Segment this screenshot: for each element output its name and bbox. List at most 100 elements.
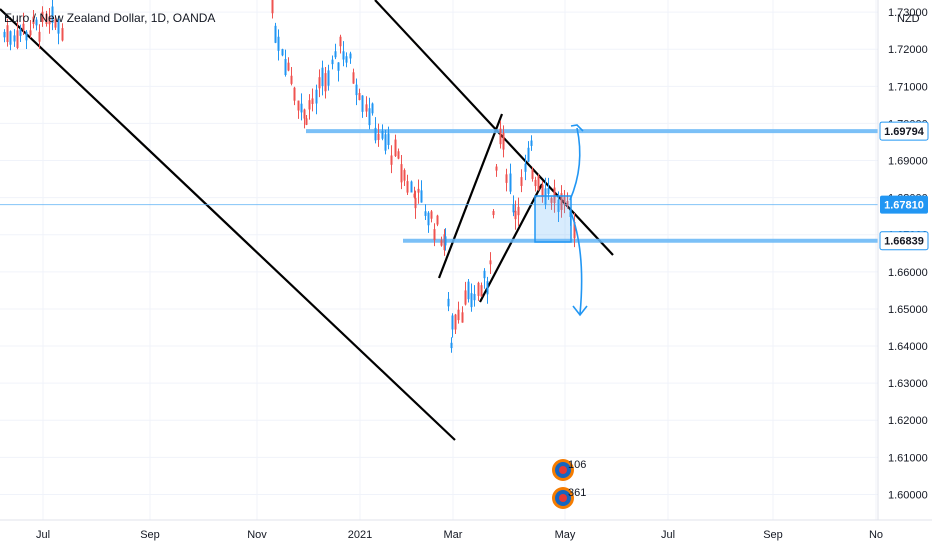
candle-body[interactable] xyxy=(19,29,22,36)
candle-body[interactable] xyxy=(13,35,16,42)
candle-body[interactable] xyxy=(16,30,19,48)
candle-body[interactable] xyxy=(550,198,553,203)
candle-body[interactable] xyxy=(492,211,495,216)
candle-body[interactable] xyxy=(308,100,311,110)
candle-body[interactable] xyxy=(473,293,476,301)
candle-body[interactable] xyxy=(321,67,324,87)
candle-body[interactable] xyxy=(277,36,280,51)
candle-body[interactable] xyxy=(467,281,470,300)
candle-body[interactable] xyxy=(303,109,306,119)
candle-body[interactable] xyxy=(374,127,377,141)
candle-body[interactable] xyxy=(290,75,293,84)
candle-body[interactable] xyxy=(495,166,498,171)
candle-body[interactable] xyxy=(339,36,342,47)
candle-body[interactable] xyxy=(3,31,6,38)
candle-body[interactable] xyxy=(57,18,60,34)
candle-body[interactable] xyxy=(486,281,489,295)
candle-body[interactable] xyxy=(365,104,368,112)
candle-body[interactable] xyxy=(377,133,380,140)
candle-body[interactable] xyxy=(29,30,32,36)
candle-body[interactable] xyxy=(502,132,505,150)
candle-body[interactable] xyxy=(41,11,44,22)
candle-body[interactable] xyxy=(311,98,314,104)
candle-body[interactable] xyxy=(557,199,560,212)
candle-body[interactable] xyxy=(297,100,300,111)
candle-body[interactable] xyxy=(25,31,28,41)
candle-body[interactable] xyxy=(461,312,464,323)
candle-body[interactable] xyxy=(48,16,51,25)
candle-body[interactable] xyxy=(541,184,544,198)
candle-body[interactable] xyxy=(420,190,423,203)
candle-body[interactable] xyxy=(371,103,374,114)
candle-body[interactable] xyxy=(281,49,284,56)
candle-body[interactable] xyxy=(520,177,523,186)
candle-body[interactable] xyxy=(406,181,409,193)
candle-body[interactable] xyxy=(444,236,447,246)
candle-body[interactable] xyxy=(300,103,303,113)
candle-body[interactable] xyxy=(560,193,563,210)
candle-body[interactable] xyxy=(512,204,515,213)
candle-body[interactable] xyxy=(450,342,453,349)
candle-body[interactable] xyxy=(400,164,403,183)
candle-body[interactable] xyxy=(436,215,439,225)
candle-body[interactable] xyxy=(352,72,355,84)
candle-body[interactable] xyxy=(547,188,550,194)
candle-body[interactable] xyxy=(368,108,371,126)
candle-body[interactable] xyxy=(424,211,427,216)
candle-body[interactable] xyxy=(32,16,35,24)
candle-body[interactable] xyxy=(430,211,433,219)
candle-body[interactable] xyxy=(337,62,340,71)
candle-body[interactable] xyxy=(499,128,502,141)
candle-body[interactable] xyxy=(563,197,566,203)
candle-body[interactable] xyxy=(517,206,520,216)
candle-body[interactable] xyxy=(54,19,57,28)
candle-body[interactable] xyxy=(331,59,334,65)
candle-body[interactable] xyxy=(284,58,287,76)
x-axis[interactable]: Jul Sep Nov 2021 Mar May Jul Sep No xyxy=(36,529,883,541)
candle-body[interactable] xyxy=(35,19,38,26)
candle-body[interactable] xyxy=(384,134,387,140)
candles[interactable] xyxy=(3,0,576,353)
candle-body[interactable] xyxy=(534,179,537,187)
candle-body[interactable] xyxy=(315,89,318,104)
candle-body[interactable] xyxy=(489,260,492,265)
candle-body[interactable] xyxy=(531,169,534,179)
candle-body[interactable] xyxy=(22,23,25,31)
candle-body[interactable] xyxy=(287,62,290,71)
candle-body[interactable] xyxy=(414,198,417,209)
candle-body[interactable] xyxy=(457,309,460,321)
candle-body[interactable] xyxy=(38,31,41,42)
candle-body[interactable] xyxy=(394,139,397,157)
candle-body[interactable] xyxy=(334,51,337,58)
candle-body[interactable] xyxy=(390,155,393,165)
candle-body[interactable] xyxy=(327,70,330,86)
candle-body[interactable] xyxy=(527,147,530,162)
candle-body[interactable] xyxy=(6,25,9,43)
candle-body[interactable] xyxy=(530,140,533,146)
candle-body[interactable] xyxy=(427,212,430,226)
candle-body[interactable] xyxy=(318,77,321,89)
candle-body[interactable] xyxy=(573,221,576,239)
candle-body[interactable] xyxy=(61,28,64,41)
candle-body[interactable] xyxy=(483,270,486,279)
candle-body[interactable] xyxy=(566,201,569,206)
candle-body[interactable] xyxy=(480,285,483,297)
candle-body[interactable] xyxy=(524,163,527,172)
candle-body[interactable] xyxy=(345,56,348,63)
candle-body[interactable] xyxy=(509,173,512,192)
candle-body[interactable] xyxy=(417,188,420,193)
candle-body[interactable] xyxy=(361,95,364,112)
candle-body[interactable] xyxy=(45,13,48,24)
candle-body[interactable] xyxy=(470,293,473,308)
candle-body[interactable] xyxy=(305,118,308,125)
candle-body[interactable] xyxy=(355,84,358,96)
candle-body[interactable] xyxy=(403,170,406,181)
candle-body[interactable] xyxy=(381,130,384,139)
candle-body[interactable] xyxy=(271,0,274,14)
candle-body[interactable] xyxy=(413,193,416,198)
candle-body[interactable] xyxy=(410,181,413,193)
candle-body[interactable] xyxy=(324,73,327,92)
events[interactable]: 106 361 xyxy=(552,459,586,509)
candle-body[interactable] xyxy=(447,298,450,307)
